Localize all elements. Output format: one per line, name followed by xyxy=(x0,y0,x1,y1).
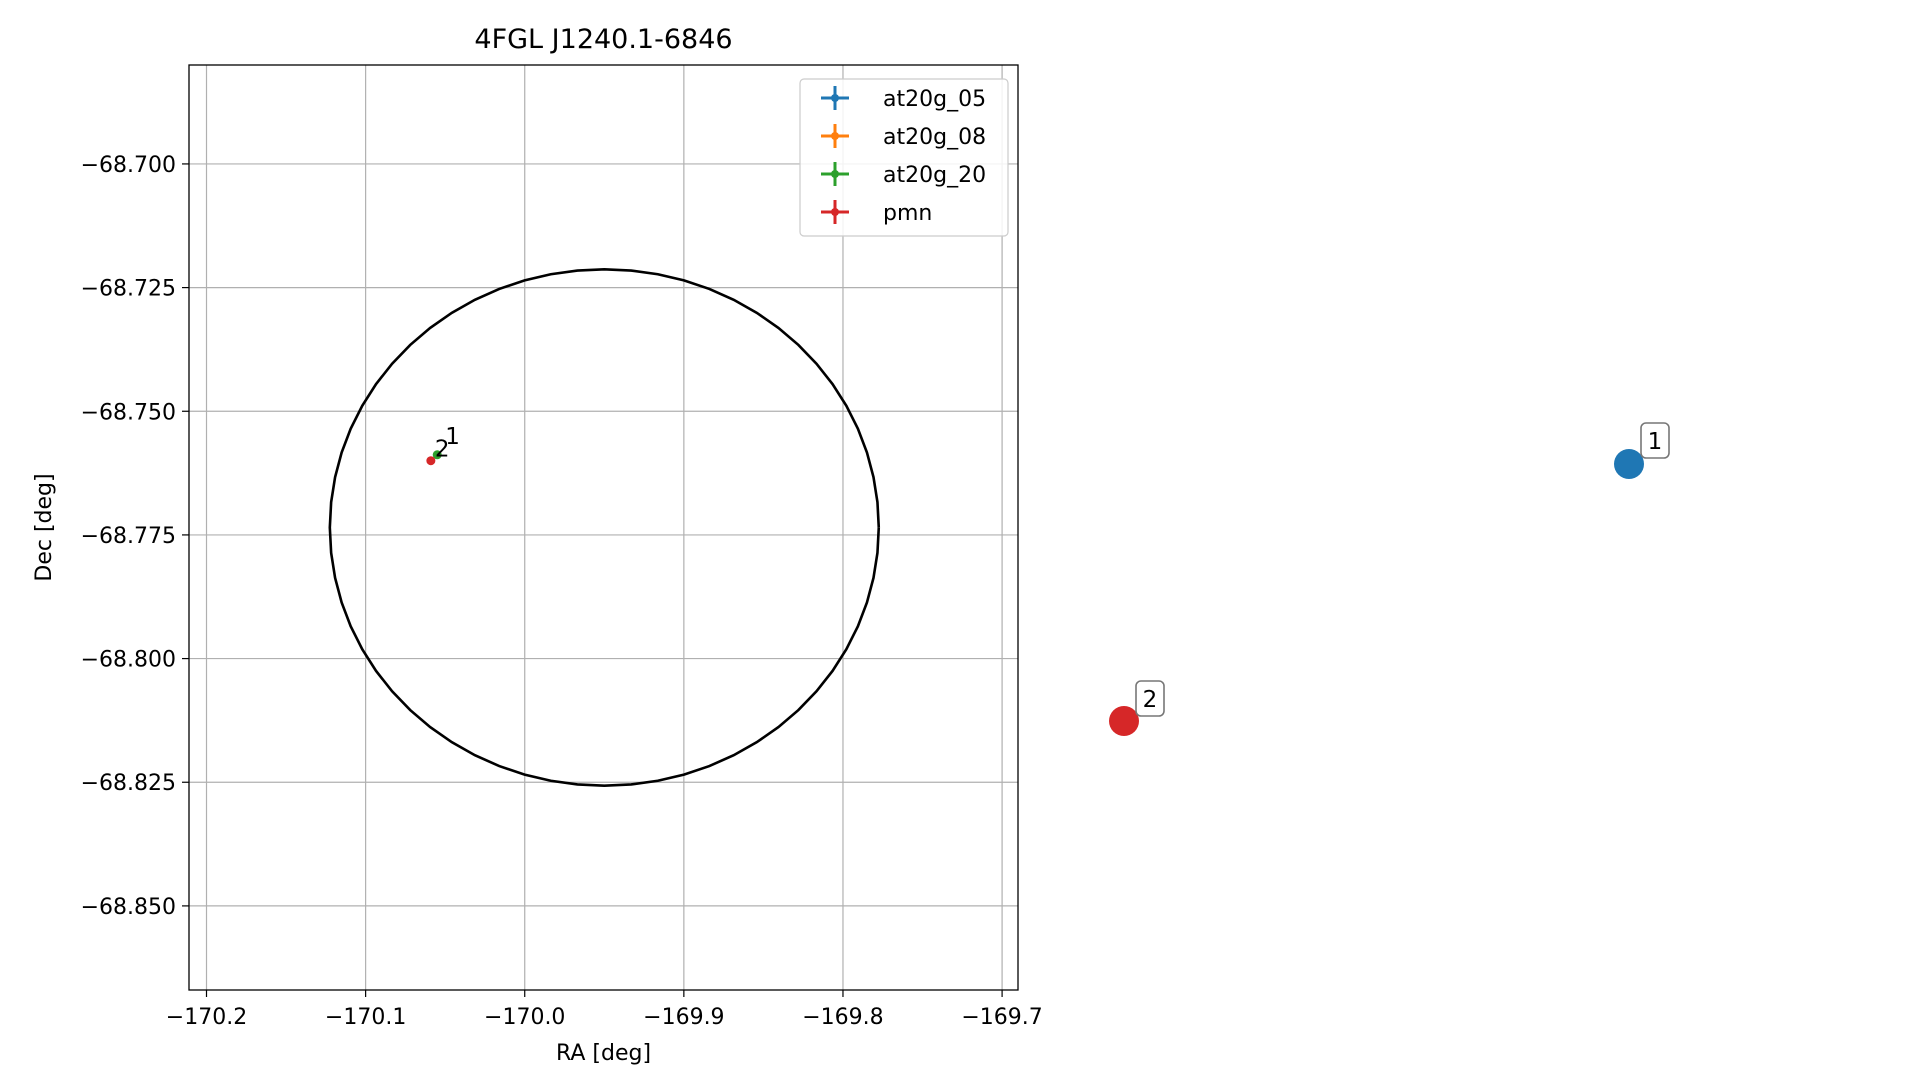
plot-frame xyxy=(188,64,1019,991)
point-label: 2 xyxy=(435,437,450,463)
side-marker-dot xyxy=(1614,449,1644,479)
x-tick-label: −169.9 xyxy=(643,1005,724,1030)
y-tick-label: −68.750 xyxy=(81,400,176,425)
x-tick-label: −170.0 xyxy=(484,1005,565,1030)
y-tick-label: −68.825 xyxy=(81,771,176,796)
legend-box xyxy=(799,78,1009,237)
side-markers: 12 xyxy=(1109,422,1670,736)
legend-marker-dot xyxy=(831,170,839,178)
y-tick-label: −68.725 xyxy=(81,277,176,302)
x-axis-label: RA [deg] xyxy=(556,1041,651,1066)
error-ellipse-group xyxy=(328,267,881,788)
error-ellipse xyxy=(328,267,881,788)
y-tick-label: −68.800 xyxy=(81,648,176,673)
axis-ticks: −170.2 −170.1 −170.0 −169.9 −169.8 −169.7 −68.… xyxy=(81,153,1043,1030)
x-tick-label: −169.7 xyxy=(961,1005,1042,1030)
legend-entry-pmn: pmn xyxy=(883,201,932,226)
side-marker-label-box xyxy=(1640,422,1670,459)
y-tick-label: −68.775 xyxy=(81,524,176,549)
y-tick-label: −68.850 xyxy=(81,895,176,920)
legend-entry-at20g_08: at20g_08 xyxy=(883,125,986,150)
data-points: 12 xyxy=(426,424,460,466)
y-tick-label: −68.700 xyxy=(81,153,176,178)
chart-title: 4FGL J1240.1-6846 xyxy=(474,24,732,55)
legend-marker-dot xyxy=(831,208,839,216)
y-axis-label: Dec [deg] xyxy=(32,473,57,581)
side-marker-dot xyxy=(1109,706,1139,736)
data-point xyxy=(432,450,442,460)
side-marker-label-box xyxy=(1135,680,1165,717)
legend-entry-at20g_05: at20g_05 xyxy=(883,87,986,112)
point-label: 1 xyxy=(445,424,460,450)
legend-marker-dot xyxy=(831,132,839,140)
side-marker-label: 2 xyxy=(1143,687,1158,713)
x-tick-label: −170.2 xyxy=(166,1005,247,1030)
legend-marker-dot xyxy=(831,94,839,102)
x-tick-label: −170.1 xyxy=(325,1005,406,1030)
side-marker-label: 1 xyxy=(1648,429,1663,455)
legend-entry-at20g_20: at20g_20 xyxy=(883,163,986,188)
data-point xyxy=(426,456,436,466)
x-tick-label: −169.8 xyxy=(802,1005,883,1030)
